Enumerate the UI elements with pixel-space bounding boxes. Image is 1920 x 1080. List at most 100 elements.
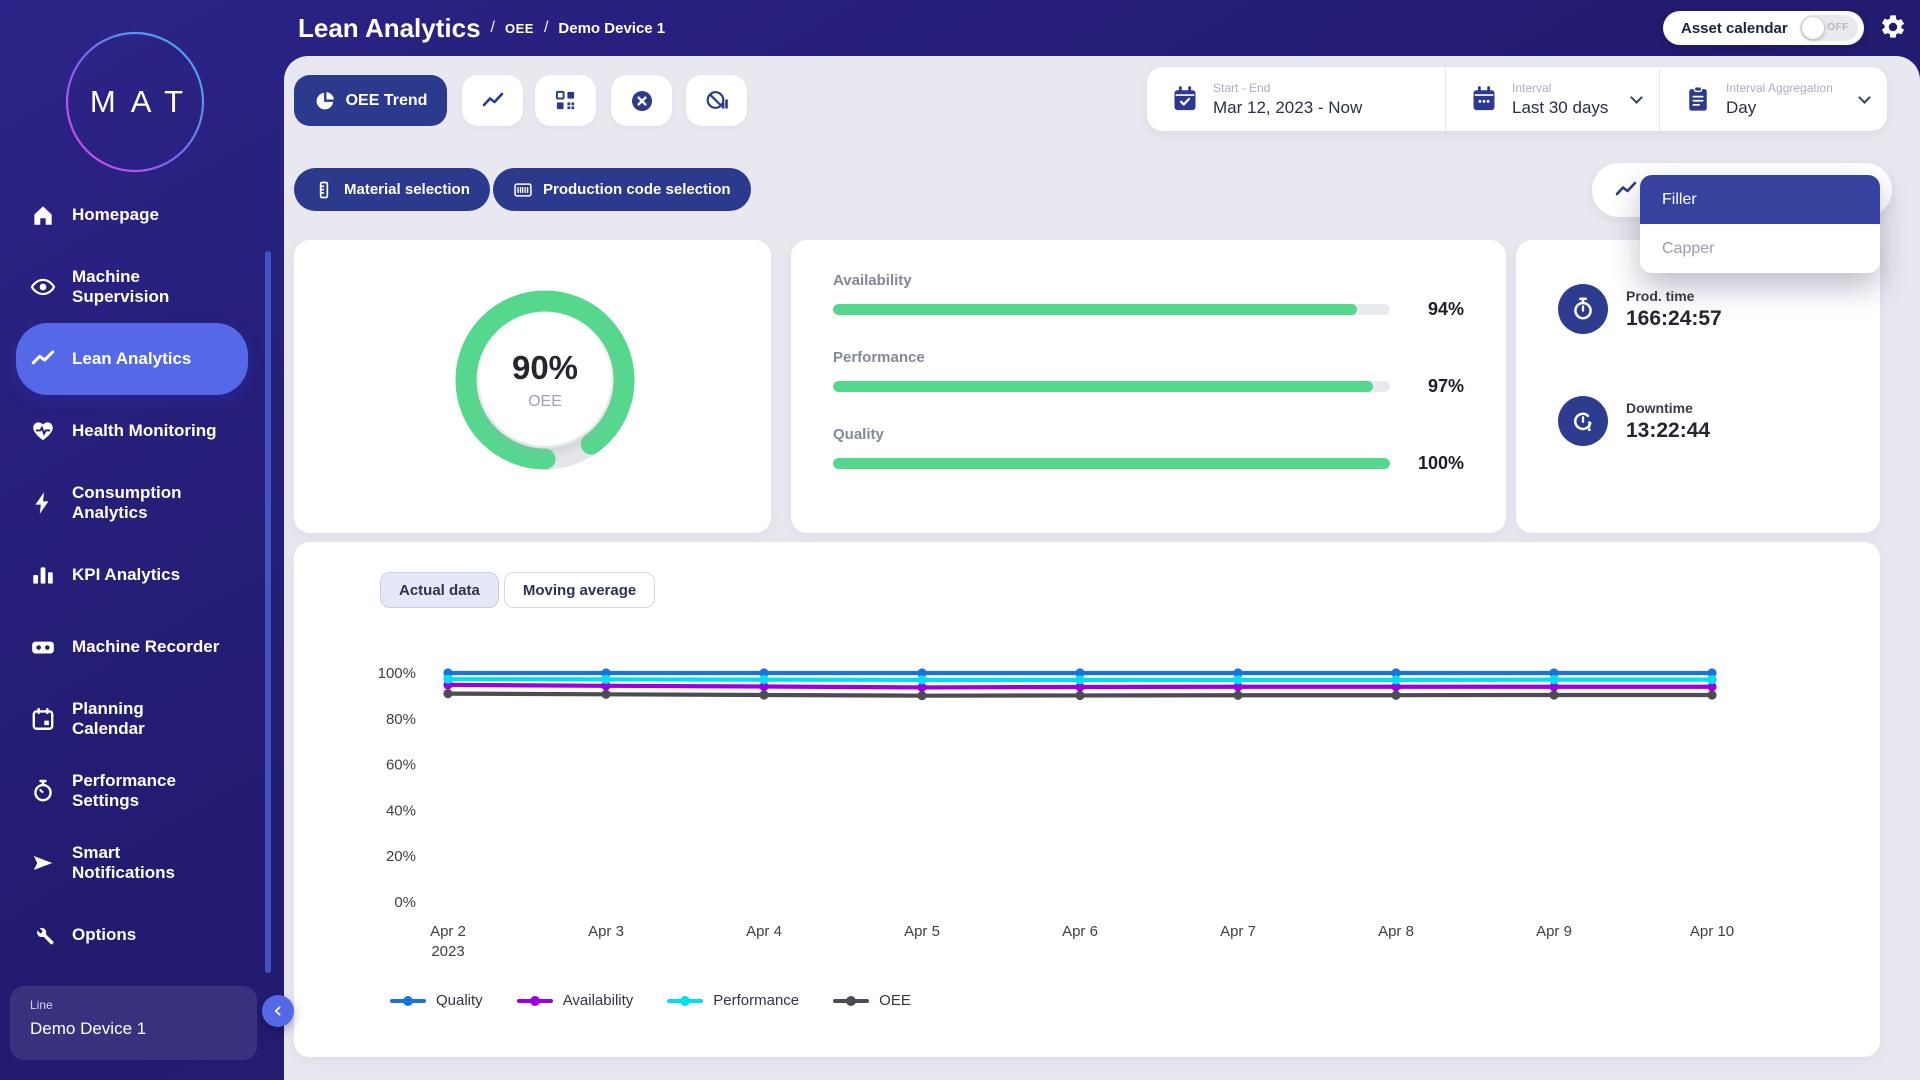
kpi-value: 97% — [1427, 376, 1464, 396]
time-controls-card: Start - End Mar 12, 2023 - Now Interval … — [1147, 67, 1887, 131]
svg-text:Apr 6: Apr 6 — [1062, 923, 1098, 940]
kpi-value: 100% — [1417, 453, 1464, 473]
tab-actual-data[interactable]: Actual data — [380, 572, 499, 608]
date-range-value: Mar 12, 2023 - Now — [1213, 97, 1363, 117]
gauge-value: 90% — [511, 349, 579, 386]
kpi-bars-card: Availability 94% Performance 97% Quality… — [791, 240, 1506, 533]
svg-text:20%: 20% — [386, 848, 416, 865]
sidebar-item-machine-recorder[interactable]: Machine Recorder — [0, 611, 284, 683]
svg-text:2023: 2023 — [431, 943, 464, 960]
qr-code-icon — [555, 90, 575, 110]
interval-label: Interval — [1512, 80, 1552, 95]
kpi-label: Availability — [833, 272, 912, 289]
legend-item[interactable]: Availability — [516, 992, 633, 1009]
legend-swatch — [390, 995, 426, 1006]
breadcrumb-separator: / — [490, 19, 495, 36]
breadcrumb-device[interactable]: Demo Device 1 — [558, 19, 666, 37]
calendar-icon — [32, 707, 54, 730]
send-icon — [33, 855, 53, 871]
clear-view-button[interactable] — [611, 75, 672, 126]
gauge-label: OEE — [528, 393, 562, 410]
kpi-label: Quality — [833, 426, 884, 443]
settings-button[interactable] — [1878, 13, 1908, 43]
legend-label: OEE — [879, 992, 911, 1009]
eye-icon — [30, 278, 56, 296]
progress-track — [833, 304, 1390, 315]
svg-text:Apr 3: Apr 3 — [588, 923, 624, 940]
sidebar-item-consumption-analytics[interactable]: Consumption Analytics — [0, 467, 284, 539]
oee-trend-label: OEE Trend — [345, 91, 428, 109]
ruler-list-icon — [319, 181, 329, 198]
tab-moving-average[interactable]: Moving average — [503, 572, 656, 608]
progress-fill — [833, 458, 1390, 469]
legend-item[interactable]: Performance — [667, 992, 799, 1009]
legend-item[interactable]: OEE — [833, 992, 911, 1009]
oee-trend-button[interactable]: OEE Trend — [294, 75, 447, 126]
sidebar-item-health-monitoring[interactable]: Health Monitoring — [0, 395, 284, 467]
page-title: Lean Analytics — [298, 12, 481, 43]
svg-text:Apr 2: Apr 2 — [430, 923, 466, 940]
sidebar-item-label: Homepage — [72, 204, 159, 224]
line-chart-icon — [482, 92, 503, 106]
breadcrumb-separator: / — [543, 19, 549, 36]
production-code-selection-label: Production code selection — [543, 181, 731, 198]
svg-text:Apr 4: Apr 4 — [746, 923, 782, 940]
trend-icon — [1615, 181, 1637, 196]
device-panel-value: Demo Device 1 — [30, 1019, 147, 1038]
oee-gauge: 90% OEE — [450, 285, 640, 475]
line-chart-view-button[interactable] — [462, 75, 523, 126]
sidebar-item-lean-analytics[interactable]: Lean Analytics — [16, 323, 248, 395]
sidebar-item-homepage[interactable]: Homepage — [0, 179, 284, 251]
sidebar-nav: Homepage Machine Supervision Lean Analyt… — [0, 179, 284, 971]
legend-dot — [529, 995, 540, 1006]
bar-chart-icon — [33, 567, 53, 584]
stat-value: 166:24:57 — [1626, 306, 1722, 330]
interval-select[interactable]: Interval Last 30 days — [1445, 67, 1659, 131]
sidebar-item-planning-calendar[interactable]: Planning Calendar — [0, 683, 284, 755]
chevron-down-icon — [1858, 90, 1871, 104]
calendar-check-icon — [1174, 86, 1196, 111]
aggregation-select[interactable]: Interval Aggregation Day — [1659, 67, 1887, 131]
trend-line-chart[interactable]: 100% 80% 60% 40% 20% 0% Apr 2 2023 Apr 3 Apr 4 Apr… — [308, 616, 1868, 971]
production-code-selection-button[interactable]: Production code selection — [493, 168, 751, 211]
sidebar-item-label: Smart Notifications — [72, 842, 175, 882]
stat-row-prod-time: Prod. time 166:24:57 — [1558, 284, 1880, 334]
no-data-chart-icon — [706, 90, 728, 109]
date-range-picker[interactable]: Start - End Mar 12, 2023 - Now — [1147, 67, 1445, 131]
heart-pulse-icon — [33, 422, 53, 441]
stat-row-downtime: Downtime 13:22:44 — [1558, 396, 1880, 446]
sidebar-item-smart-notifications[interactable]: Smart Notifications — [0, 827, 284, 899]
asset-calendar-toggle-pill[interactable]: Asset calendar OFF — [1663, 11, 1864, 45]
svg-text:80%: 80% — [386, 711, 416, 728]
sidebar-item-options[interactable]: Options — [0, 899, 284, 971]
no-data-view-button[interactable] — [686, 75, 747, 126]
sidebar-item-performance-settings[interactable]: Performance Settings — [0, 755, 284, 827]
wrench-icon — [37, 927, 54, 945]
breadcrumb-oee[interactable]: OEE — [505, 20, 534, 36]
gauge-ring — [455, 290, 635, 470]
progress-track — [833, 381, 1390, 392]
chart-tabs: Actual data Moving average — [380, 572, 656, 608]
page-header: Lean Analytics / OEE / Demo Device 1 Ass… — [284, 0, 1920, 56]
svg-text:100%: 100% — [378, 665, 416, 682]
sidebar-item-label: Consumption Analytics — [72, 482, 182, 522]
sidebar-item-kpi-analytics[interactable]: KPI Analytics — [0, 539, 284, 611]
legend-label: Performance — [713, 992, 800, 1009]
brand-logo: MAT — [65, 31, 205, 173]
material-selection-button[interactable]: Material selection — [294, 168, 490, 211]
sidebar-item-machine-supervision[interactable]: Machine Supervision — [0, 251, 284, 323]
asset-calendar-switch[interactable]: OFF — [1799, 15, 1858, 41]
dropdown-option-capper[interactable]: Capper — [1662, 239, 1715, 257]
qr-code-view-button[interactable] — [535, 75, 596, 126]
svg-text:60%: 60% — [386, 757, 416, 774]
device-panel[interactable]: Line Demo Device 1 — [10, 986, 257, 1060]
dropdown-option-filler[interactable]: Filler — [1640, 175, 1880, 224]
legend-item[interactable]: Quality — [390, 992, 483, 1009]
material-selection-label: Material selection — [344, 181, 470, 198]
bolt-icon — [35, 492, 49, 514]
circle-x-icon — [631, 90, 652, 111]
stat-label: Downtime — [1626, 399, 1693, 416]
sidebar-collapse-button[interactable] — [262, 995, 294, 1027]
sidebar-scrollbar[interactable] — [265, 251, 271, 973]
stat-label: Prod. time — [1626, 287, 1695, 304]
